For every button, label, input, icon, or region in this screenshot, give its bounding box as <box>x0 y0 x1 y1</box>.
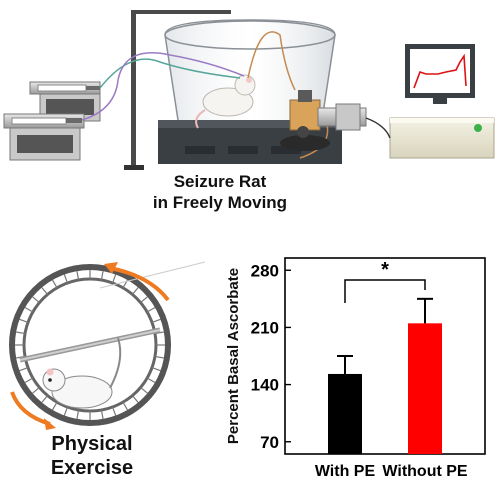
monitor-trace <box>413 53 467 89</box>
running-wheel-illustration <box>9 261 206 430</box>
exercise-caption-line2: Exercise <box>50 457 134 479</box>
significance-bracket <box>344 279 426 303</box>
online-detector <box>280 90 367 151</box>
y-tick-label: 280 <box>251 261 279 280</box>
significance-label: * <box>381 259 389 281</box>
y-tick-label: 70 <box>260 433 279 452</box>
y-axis-label: Percent Basal Ascorbate <box>225 268 242 444</box>
bar-chart: Percent Basal Ascorbate 70 140 210 280 With… <box>225 257 486 480</box>
setup-caption-line1: Seizure Rat <box>173 172 267 191</box>
setup-caption-line2: in Freely Moving <box>152 193 288 212</box>
y-tick-label: 210 <box>251 318 279 337</box>
x-tick-label: With PE <box>315 463 376 480</box>
bar-without-pe <box>408 323 442 454</box>
plot-frame <box>284 257 486 455</box>
rat-running <box>42 337 122 409</box>
syringe-pump-lower <box>3 113 85 161</box>
computer-monitor <box>365 44 495 159</box>
x-tick-label: Without PE <box>382 463 468 480</box>
rat-in-chamber <box>195 74 256 129</box>
wheel-arrow-top <box>109 266 170 302</box>
exercise-caption-line1: Physical <box>51 433 133 455</box>
y-tick-label: 140 <box>251 376 279 395</box>
experiment-setup-illustration <box>3 10 495 170</box>
bar-with-pe <box>328 373 362 454</box>
stand-pole <box>124 10 231 170</box>
